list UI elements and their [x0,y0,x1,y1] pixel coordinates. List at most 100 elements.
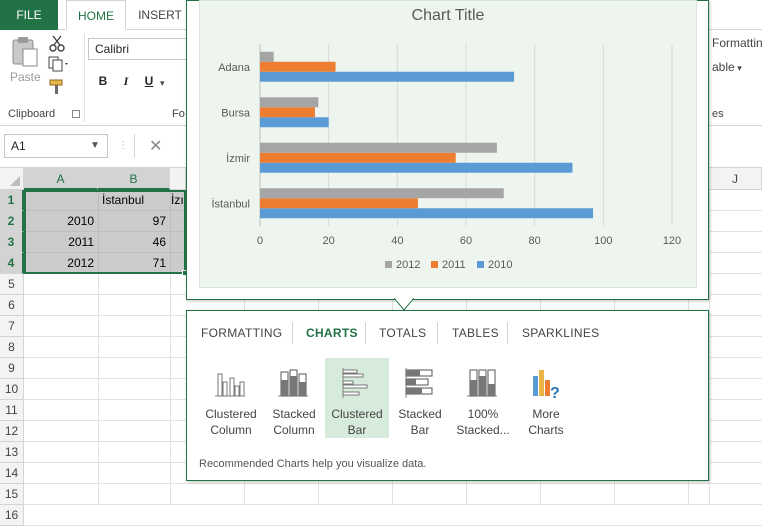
y-category-label: Bursa [221,107,251,119]
cell-a4[interactable]: 2012 [67,256,94,270]
tab-sparklines[interactable]: SPARKLINES [522,326,600,340]
qa-item-label: More Charts [528,407,564,437]
underline-dropdown-icon[interactable]: ▾ [160,78,165,88]
quick-analysis-panel [186,310,709,481]
bar-2011 [260,61,336,72]
row-header[interactable]: 4 [0,253,24,274]
name-box-dropdown-icon[interactable]: ▼ [90,140,100,151]
cell-c1[interactable]: İzı [171,193,184,207]
tab-formatting[interactable]: FORMATTING [201,326,283,340]
row-grid-line [24,483,762,484]
conditional-formatting-button[interactable]: Formattin [712,36,762,50]
stacked-100-icon [467,369,497,397]
clustered-bar-option[interactable]: Clustered Bar [325,358,389,438]
row-header[interactable]: 16 [0,505,24,526]
row-header[interactable]: 11 [0,400,24,421]
chevron-down-icon: ▾ [734,63,742,73]
bold-button[interactable]: B [98,74,108,88]
qa-item-label: Stacked Bar [398,407,442,437]
paste-label[interactable]: Paste [10,70,41,84]
formula-bar-more-icon[interactable]: ⋮ [118,140,128,151]
y-category-label: Adana [218,62,251,74]
column-header-a[interactable]: A [24,168,98,190]
cell-a3[interactable]: 2011 [68,235,94,249]
format-as-table-button[interactable]: able ▾ [712,60,742,74]
stacked-100-option[interactable]: 100% Stacked... [451,358,515,438]
tab-charts[interactable]: CHARTS [306,326,358,340]
column-header-b[interactable]: B [98,168,170,190]
row-header[interactable]: 9 [0,358,24,379]
paste-icon[interactable] [10,36,40,68]
tab-divider [365,322,366,344]
clipboard-launcher-icon[interactable] [72,110,80,118]
legend-swatch [431,261,438,268]
bar-chart: Chart Title 0 20 40 60 80 100 120 İstanbul İzmir… [211,7,681,271]
quick-analysis-footer: Recommended Charts help you visualize da… [199,458,427,470]
tab-divider [437,322,438,344]
legend-label: 2011 [442,259,466,271]
y-category-label: İzmir [226,152,250,165]
row-header[interactable]: 1 [0,190,24,211]
format-painter-icon[interactable] [48,78,66,96]
cell-b3[interactable]: 46 [152,235,166,249]
more-charts-option[interactable]: ? More Charts [514,358,578,438]
legend-swatch [477,261,484,268]
row-header[interactable]: 15 [0,484,24,505]
font-name-input[interactable]: Calibri [88,38,188,60]
cell-b4[interactable]: 71 [152,256,166,270]
cancel-icon[interactable]: ✕ [149,138,163,155]
x-tick-label: 20 [323,235,335,247]
stacked-column-option[interactable]: Stacked Column [262,358,326,438]
selected-range[interactable] [24,190,186,274]
cell-b1[interactable]: İstanbul [102,193,145,207]
row-header[interactable]: 5 [0,274,24,295]
clipboard-group-label: Clipboard [8,108,56,120]
qa-item-label: Clustered Column [205,407,257,437]
tab-insert[interactable]: INSERT [138,8,182,22]
stacked-column-icon [278,369,308,397]
name-box[interactable]: A1 [4,134,108,158]
row-header[interactable]: 7 [0,316,24,337]
qa-item-label: Stacked Column [272,407,316,437]
tab-home[interactable]: HOME [66,0,126,30]
cell-b2[interactable]: 97 [152,214,166,228]
row-header[interactable]: 10 [0,379,24,400]
bar-2012 [260,188,504,199]
x-tick-label: 120 [663,235,681,247]
row-header[interactable]: 8 [0,337,24,358]
clustered-column-option[interactable]: Clustered Column [199,358,263,438]
stacked-bar-option[interactable]: Stacked Bar [388,358,452,438]
column-header-j[interactable]: J [709,168,762,190]
qa-item-label: 100% Stacked... [456,407,510,437]
select-all-corner[interactable] [0,168,24,190]
tab-tables[interactable]: TABLES [452,326,499,340]
bar-2012 [260,51,274,62]
row-header[interactable]: 14 [0,463,24,484]
clustered-bar-icon [342,368,368,398]
row-header[interactable]: 3 [0,232,24,253]
formula-bar-buttons: ✕ [134,134,186,158]
file-tab[interactable]: FILE [0,0,58,30]
copy-icon[interactable] [48,56,68,72]
row-header[interactable]: 2 [0,211,24,232]
column-grid-line [709,190,710,504]
row-header[interactable]: 12 [0,421,24,442]
y-category-label: İstanbul [211,197,250,210]
bar-2010 [260,71,515,82]
underline-button[interactable]: U [144,74,154,88]
tab-divider [292,322,293,344]
x-tick-label: 100 [594,235,612,247]
tab-totals[interactable]: TOTALS [379,326,427,340]
italic-button[interactable]: I [123,74,129,88]
bar-2012 [260,97,319,108]
cell-a2[interactable]: 2010 [67,214,94,228]
cut-icon[interactable] [48,34,66,52]
column-grid-line [170,190,171,504]
group-divider [84,34,85,122]
bar-2010 [260,117,329,128]
row-header[interactable]: 13 [0,442,24,463]
column-header-c[interactable] [170,168,186,190]
styles-group-label: es [712,108,724,120]
row-header[interactable]: 6 [0,295,24,316]
column-grid-line [98,190,99,504]
